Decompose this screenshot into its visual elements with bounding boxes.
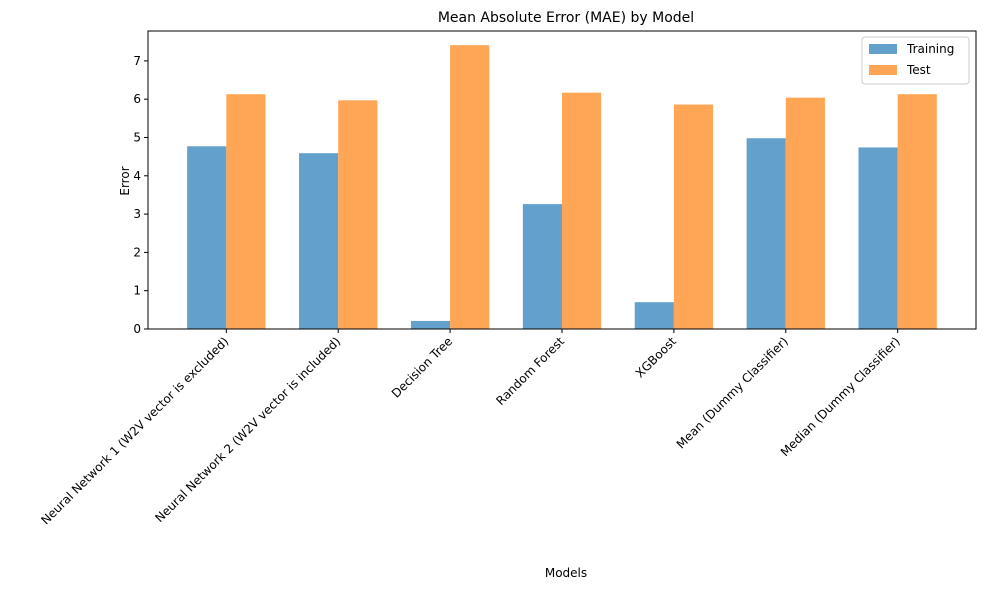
y-tick-label-5: 5 bbox=[133, 130, 141, 144]
x-tick-label-0: Neural Network 1 (W2V vector is excluded… bbox=[38, 334, 231, 527]
y-tick-label-1: 1 bbox=[133, 284, 141, 298]
x-axis: Neural Network 1 (W2V vector is excluded… bbox=[38, 329, 903, 527]
legend-label-training: Training bbox=[906, 42, 954, 56]
bar-test-4 bbox=[673, 104, 714, 329]
bar-training-4 bbox=[634, 302, 674, 329]
x-axis-label: Models bbox=[545, 566, 587, 580]
y-tick-label-2: 2 bbox=[133, 245, 141, 259]
chart-title: Mean Absolute Error (MAE) by Model bbox=[438, 10, 694, 26]
legend-swatch-training bbox=[869, 44, 897, 54]
y-tick-label-3: 3 bbox=[133, 207, 141, 221]
legend: Training Test bbox=[861, 36, 970, 85]
bars-group bbox=[187, 45, 937, 330]
bar-test-6 bbox=[897, 94, 937, 329]
y-axis-label: Error bbox=[118, 166, 132, 195]
legend-label-test: Test bbox=[906, 63, 931, 77]
bar-test-1 bbox=[338, 100, 378, 330]
x-tick-label-4: XGBoost bbox=[633, 334, 679, 380]
bar-test-3 bbox=[562, 92, 602, 329]
y-tick-label-4: 4 bbox=[133, 169, 141, 183]
bar-training-6 bbox=[858, 147, 898, 329]
x-tick-label-3: Random Forest bbox=[493, 334, 567, 408]
bar-training-5 bbox=[746, 138, 786, 329]
x-tick-label-1: Neural Network 2 (W2V vector is included… bbox=[152, 334, 343, 525]
bar-test-5 bbox=[785, 97, 825, 329]
bar-test-0 bbox=[226, 94, 266, 329]
x-tick-label-6: Median (Dummy Classifier) bbox=[778, 334, 903, 459]
bar-training-0 bbox=[187, 146, 227, 329]
y-tick-label-7: 7 bbox=[133, 54, 141, 68]
y-tick-label-0: 0 bbox=[133, 322, 141, 336]
y-tick-label-6: 6 bbox=[133, 92, 141, 106]
bar-training-1 bbox=[299, 153, 339, 329]
legend-swatch-test bbox=[869, 65, 897, 75]
bar-test-2 bbox=[450, 45, 490, 329]
y-axis: 0 1 2 3 4 5 6 7 bbox=[133, 54, 148, 336]
bar-training-3 bbox=[522, 204, 562, 329]
x-tick-label-2: Decision Tree bbox=[389, 334, 455, 400]
x-tick-label-5: Mean (Dummy Classifier) bbox=[674, 334, 791, 451]
bar-training-2 bbox=[410, 320, 451, 329]
